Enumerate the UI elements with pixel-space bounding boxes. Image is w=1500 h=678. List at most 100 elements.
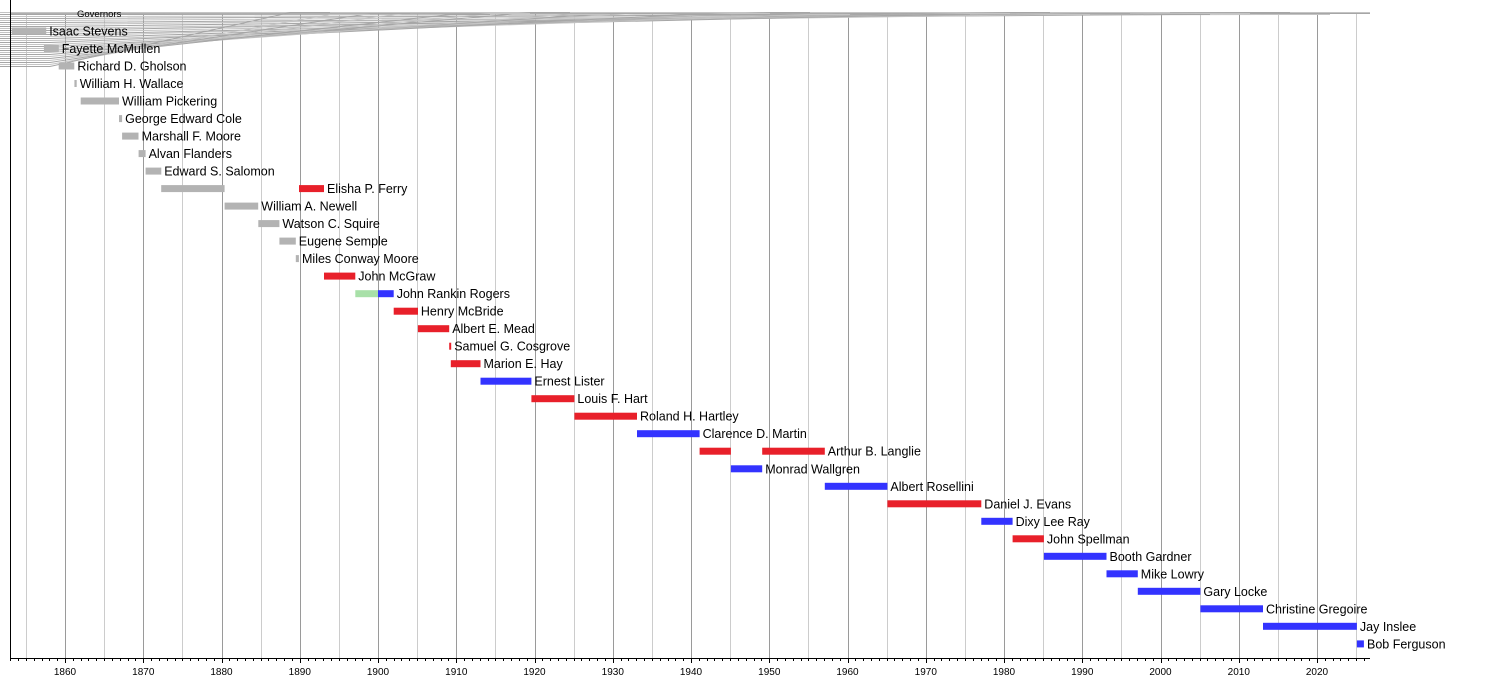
term-bar (480, 377, 532, 385)
term-bar (355, 290, 378, 298)
term-bar (1200, 605, 1263, 613)
term-bar (1137, 587, 1201, 595)
term-bar (637, 430, 700, 438)
governor-label: Isaac Stevens (49, 25, 128, 39)
term-bar (161, 185, 225, 193)
governor-label: Ernest Lister (534, 375, 604, 389)
governor-label: William A. Newell (261, 200, 357, 214)
term-bar (324, 272, 356, 280)
term-bar (11, 27, 47, 35)
chart-title: Governors (77, 9, 122, 20)
term-bar (43, 45, 59, 52)
governor-label: Mike Lowry (1141, 567, 1205, 581)
governor-label: Arthur B. Langlie (828, 445, 921, 459)
term-bar (122, 132, 139, 140)
term-bar (258, 220, 280, 228)
x-tick-label: 1930 (602, 667, 625, 678)
term-bar (417, 325, 450, 333)
governor-label: John McGraw (358, 270, 436, 284)
x-tick-label: 1920 (523, 667, 546, 678)
governor-label: Clarence D. Martin (703, 427, 807, 441)
term-bar (145, 167, 162, 175)
fan-line (0, 12, 450, 61)
fan-line (0, 12, 1170, 25)
header-fan-lines (0, 12, 1370, 67)
term-bar (699, 447, 731, 455)
term-bar (74, 80, 77, 87)
term-bar (824, 482, 888, 490)
governor-label: Roland H. Hartley (640, 410, 739, 424)
x-tick-label: 1890 (289, 667, 312, 678)
governor-label: William Pickering (122, 95, 217, 109)
term-bar (730, 465, 763, 473)
term-bar (531, 395, 575, 403)
term-bar (449, 342, 452, 350)
governor-label: Albert E. Mead (452, 322, 535, 336)
governor-label: Albert Rosellini (890, 480, 973, 494)
governor-label: John Spellman (1047, 532, 1130, 546)
term-bar (299, 185, 324, 193)
fan-line (0, 14, 490, 59)
governor-label: Booth Gardner (1110, 550, 1192, 564)
bars-layer (11, 27, 1364, 648)
governor-label: Edward S. Salomon (164, 165, 275, 179)
x-tick-label: 2010 (1228, 667, 1251, 678)
fan-line (0, 13, 530, 57)
term-bar (1012, 535, 1044, 543)
term-bar (1106, 570, 1138, 578)
governor-label: Fayette McMullen (62, 42, 161, 56)
term-bar (1263, 622, 1357, 630)
x-tick-label: 1970 (915, 667, 938, 678)
term-bar (393, 307, 418, 315)
governor-label: Jay Inslee (1360, 620, 1416, 634)
labels-layer: Isaac Stevens Fayette McMullen Richard D. … (49, 25, 1445, 652)
x-tick-label: 1950 (758, 667, 781, 678)
governor-label: Marion E. Hay (484, 357, 564, 371)
fan-line (0, 14, 730, 47)
governor-label: William H. Wallace (80, 77, 184, 91)
grid-lines (10, 12, 1370, 658)
fan-line (0, 14, 610, 53)
x-tick-label: 1860 (54, 667, 77, 678)
term-bar (574, 412, 637, 420)
governor-label: George Edward Cole (125, 112, 242, 126)
term-bar (138, 150, 146, 158)
term-bar (762, 447, 825, 455)
term-bar (1356, 640, 1364, 648)
x-axis: 1860 1870 1880 1890 1900 1910 1920 1930 1940 1950… (10, 0, 1370, 678)
x-tick-label: 1940 (680, 667, 703, 678)
governor-label: Eugene Semple (299, 235, 388, 249)
governor-label: Samuel G. Cosgrove (454, 340, 570, 354)
x-tick-label: 1980 (993, 667, 1016, 678)
governor-label: Louis F. Hart (577, 392, 648, 406)
governor-label: Bob Ferguson (1367, 637, 1446, 651)
term-bar (450, 360, 481, 368)
governor-label: Daniel J. Evans (984, 497, 1071, 511)
term-bar (981, 517, 1013, 525)
fan-line (0, 14, 370, 65)
governor-label: Miles Conway Moore (302, 252, 419, 266)
term-bar (119, 115, 123, 123)
term-bar (279, 237, 296, 245)
fan-line (0, 13, 410, 63)
term-bar (1043, 552, 1107, 560)
term-bar (887, 500, 982, 508)
governor-label: Richard D. Gholson (77, 60, 186, 74)
governor-label: Henry McBride (421, 305, 504, 319)
x-tick-label: 2020 (1306, 667, 1329, 678)
term-bar (295, 255, 299, 263)
fan-line (0, 12, 810, 43)
x-tick-label: 2000 (1149, 667, 1172, 678)
fan-line (0, 12, 1290, 19)
x-tick-label: 1900 (367, 667, 390, 678)
fan-line (0, 12, 330, 67)
governor-label: Elisha P. Ferry (327, 182, 408, 196)
governor-label: Alvan Flanders (149, 147, 232, 161)
x-tick-label: 1880 (210, 667, 233, 678)
governor-label: Marshall F. Moore (142, 130, 241, 144)
x-tick-label: 1910 (445, 667, 468, 678)
x-tick-label: 1990 (1071, 667, 1094, 678)
x-tick-label: 1960 (836, 667, 859, 678)
governor-label: Gary Locke (1203, 585, 1267, 599)
